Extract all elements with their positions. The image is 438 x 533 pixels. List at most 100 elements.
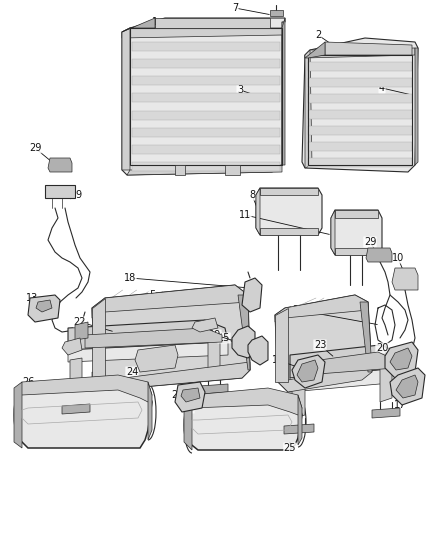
Text: 2: 2: [315, 30, 321, 40]
Polygon shape: [14, 382, 22, 448]
Polygon shape: [192, 318, 218, 332]
Text: 9: 9: [75, 190, 81, 200]
Text: 22: 22: [74, 317, 86, 327]
Polygon shape: [45, 185, 75, 198]
Polygon shape: [184, 395, 192, 450]
Polygon shape: [18, 375, 152, 402]
Polygon shape: [260, 188, 318, 195]
Polygon shape: [28, 295, 60, 322]
Polygon shape: [284, 424, 314, 434]
Text: 16: 16: [272, 355, 284, 365]
Polygon shape: [92, 298, 105, 380]
Polygon shape: [181, 388, 200, 402]
Polygon shape: [305, 48, 415, 58]
Polygon shape: [302, 38, 418, 172]
Polygon shape: [92, 285, 248, 318]
Polygon shape: [390, 368, 425, 405]
Polygon shape: [122, 28, 282, 38]
Polygon shape: [308, 62, 412, 71]
Text: 26: 26: [22, 377, 34, 387]
Text: 1: 1: [152, 17, 158, 27]
Polygon shape: [308, 142, 412, 151]
Polygon shape: [132, 76, 280, 85]
Text: 25: 25: [284, 443, 296, 453]
Polygon shape: [380, 365, 392, 402]
Polygon shape: [200, 384, 228, 394]
Text: 10: 10: [392, 253, 404, 263]
Polygon shape: [132, 110, 280, 119]
Polygon shape: [242, 278, 262, 312]
Text: 8: 8: [249, 190, 255, 200]
Text: 3: 3: [237, 85, 243, 95]
Polygon shape: [122, 18, 155, 32]
Polygon shape: [62, 338, 82, 355]
Polygon shape: [335, 248, 378, 255]
Polygon shape: [292, 382, 305, 418]
Polygon shape: [48, 158, 72, 172]
Text: 6: 6: [239, 295, 245, 305]
Text: 17: 17: [394, 400, 406, 410]
Polygon shape: [132, 93, 280, 102]
Polygon shape: [155, 18, 270, 28]
Polygon shape: [396, 375, 418, 398]
Polygon shape: [68, 320, 228, 350]
Polygon shape: [305, 50, 312, 168]
Polygon shape: [15, 382, 152, 448]
Polygon shape: [92, 285, 250, 390]
Polygon shape: [305, 42, 325, 58]
Text: 7: 7: [232, 3, 238, 13]
Polygon shape: [290, 368, 402, 392]
Text: 4: 4: [379, 83, 385, 93]
Polygon shape: [132, 162, 280, 171]
Polygon shape: [275, 295, 372, 392]
Polygon shape: [308, 94, 412, 103]
Polygon shape: [36, 300, 52, 312]
Polygon shape: [415, 48, 418, 165]
Polygon shape: [68, 342, 228, 362]
Polygon shape: [92, 362, 250, 390]
Polygon shape: [132, 145, 280, 154]
Text: 13: 13: [26, 293, 38, 303]
Polygon shape: [372, 408, 400, 418]
Polygon shape: [308, 78, 412, 87]
Text: 29: 29: [364, 237, 376, 247]
Polygon shape: [275, 295, 368, 322]
Polygon shape: [331, 210, 382, 255]
Polygon shape: [298, 395, 302, 445]
Text: 14: 14: [182, 403, 194, 413]
Text: 11: 11: [239, 210, 251, 220]
Polygon shape: [366, 248, 392, 262]
Polygon shape: [175, 165, 185, 175]
Polygon shape: [278, 364, 372, 392]
Text: 15: 15: [218, 333, 230, 343]
Polygon shape: [256, 188, 260, 235]
Polygon shape: [70, 358, 82, 398]
Polygon shape: [175, 382, 205, 412]
Polygon shape: [148, 382, 152, 440]
Polygon shape: [122, 28, 130, 170]
Polygon shape: [127, 165, 282, 175]
Polygon shape: [360, 302, 372, 372]
Polygon shape: [208, 340, 220, 378]
Polygon shape: [325, 42, 412, 55]
Polygon shape: [292, 355, 325, 388]
Polygon shape: [225, 165, 240, 175]
Polygon shape: [385, 342, 418, 378]
Polygon shape: [305, 352, 395, 375]
Polygon shape: [248, 336, 268, 365]
Polygon shape: [308, 126, 412, 135]
Polygon shape: [188, 388, 302, 415]
Polygon shape: [392, 268, 418, 290]
Text: 19: 19: [209, 330, 221, 340]
Polygon shape: [308, 158, 412, 167]
Polygon shape: [282, 18, 285, 165]
Polygon shape: [260, 228, 318, 235]
Polygon shape: [270, 10, 283, 16]
Polygon shape: [308, 110, 412, 119]
Polygon shape: [335, 210, 378, 218]
Text: 21: 21: [292, 305, 304, 315]
Text: 27: 27: [172, 390, 184, 400]
Polygon shape: [132, 128, 280, 136]
Polygon shape: [331, 210, 335, 255]
Text: 23: 23: [314, 340, 326, 350]
